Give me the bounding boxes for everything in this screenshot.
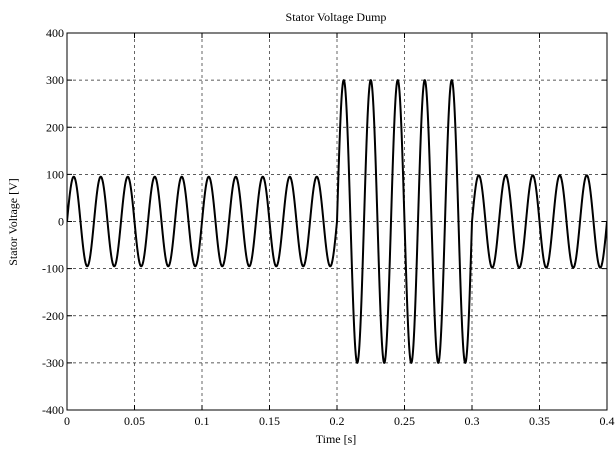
y-axis-label: Stator Voltage [V] (6, 178, 20, 266)
y-tick-label: 300 (46, 73, 64, 87)
x-tick-label: 0.2 (330, 414, 345, 428)
y-tick-label: 400 (46, 26, 64, 40)
y-tick-label: -400 (42, 403, 64, 417)
x-tick-label: 0.25 (394, 414, 415, 428)
y-tick-label: 0 (58, 215, 64, 229)
y-tick-label: 100 (46, 167, 64, 181)
x-axis-label: Time [s] (316, 432, 357, 446)
ticks (66, 32, 608, 411)
x-tick-labels: 0 0.05 0.1 0.15 0.2 0.25 0.3 0.35 0.4 (64, 414, 615, 428)
x-tick-label: 0.05 (124, 414, 145, 428)
y-tick-labels: 400 300 200 100 0 -100 -200 -300 -400 (42, 26, 64, 417)
x-tick-label: 0.15 (259, 414, 280, 428)
stator-voltage-line (67, 79, 607, 364)
y-tick-label: -200 (42, 309, 64, 323)
chart-title: Stator Voltage Dump (286, 10, 387, 24)
x-tick-label: 0.3 (465, 414, 480, 428)
x-tick-label: 0.4 (600, 414, 615, 428)
series-layer (67, 79, 607, 364)
x-tick-label: 0 (64, 414, 70, 428)
y-tick-label: 200 (46, 120, 64, 134)
x-tick-label: 0.1 (195, 414, 210, 428)
y-tick-label: -300 (42, 356, 64, 370)
x-tick-label: 0.35 (529, 414, 550, 428)
y-tick-label: -100 (42, 262, 64, 276)
